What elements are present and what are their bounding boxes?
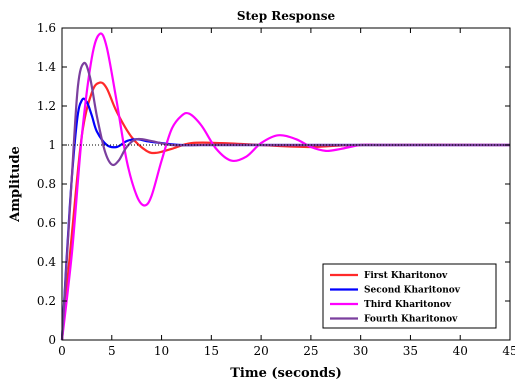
- x-tick-label: 5: [108, 344, 116, 358]
- series-line-1: [60, 81, 511, 341]
- x-tick-label: 35: [403, 344, 418, 358]
- legend-label-1: First Kharitonov: [364, 271, 448, 281]
- y-tick-label: 1.2: [37, 99, 56, 113]
- y-tick-label: 1.6: [37, 21, 56, 35]
- legend: First Kharitonov Second Kharitonov Third K…: [322, 263, 497, 329]
- y-tick-label: 0.6: [37, 216, 56, 230]
- x-tick-label: 15: [204, 344, 219, 358]
- ticks-layer: 0 5 10 15 20 25 30 35 40 45 0 0.2 0.4 0.6 0.8 1 1.2 1.4 1.…: [37, 21, 515, 358]
- x-tick-label: 0: [58, 344, 66, 358]
- series-line-3: [60, 32, 510, 341]
- y-tick-label: 0.2: [37, 294, 56, 308]
- x-tick-label: 30: [353, 344, 368, 358]
- y-tick-label: 0.8: [37, 177, 56, 191]
- x-tick-label: 25: [303, 344, 318, 358]
- y-tick-label: 1.4: [37, 60, 56, 74]
- legend-label-4: Fourth Kharitonov: [364, 315, 458, 325]
- series-layer: [60, 32, 511, 341]
- x-tick-label: 10: [154, 344, 169, 358]
- x-tick-label: 20: [253, 344, 268, 358]
- y-tick-label: 0.4: [37, 255, 56, 269]
- y-axis-label: Amplitude: [8, 146, 23, 223]
- legend-label-3: Third Kharitonov: [364, 300, 452, 310]
- y-tick-label: 1: [48, 138, 56, 152]
- x-tick-label: 45: [502, 344, 515, 358]
- chart-title: Step Response: [237, 9, 336, 23]
- x-tick-label: 40: [453, 344, 468, 358]
- y-tick-label: 0: [48, 333, 56, 347]
- x-axis-label: Time (seconds): [230, 366, 342, 381]
- series-line-4: [60, 61, 510, 341]
- legend-label-2: Second Kharitonov: [364, 286, 461, 296]
